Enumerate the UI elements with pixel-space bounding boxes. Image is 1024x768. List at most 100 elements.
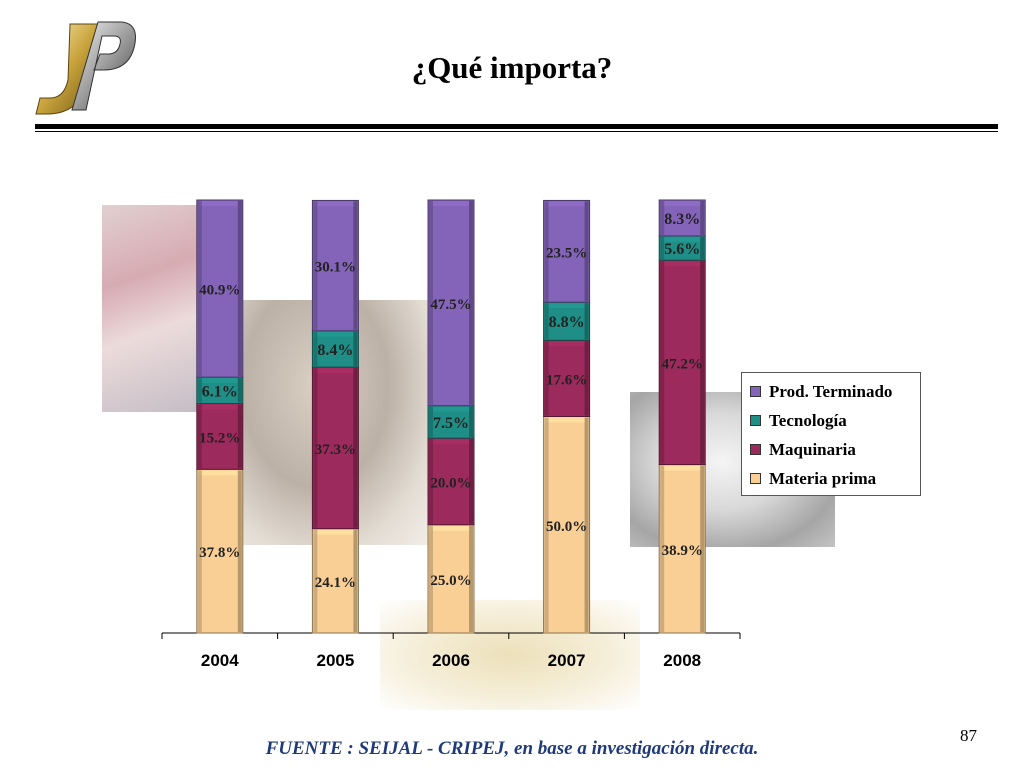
bar-bevel-right [469,525,473,632]
bar-segment-materia-prima-2006 [427,524,475,634]
legend-item-tecnologia: Tecnología [750,406,920,435]
data-label-materia-prima-2008: 38.9% [662,543,703,559]
bar-bevel-left [544,303,549,340]
bar-bevel-left [197,378,202,403]
bar-bevel-left [313,368,318,528]
x-tick-label-2005: 2005 [316,651,354,670]
bar-bevel-right [353,529,358,632]
bar-bevel-top [313,368,358,374]
background-photo-gold [380,600,640,710]
bar-bevel-right [237,404,242,469]
x-tick-label-2006: 2006 [432,651,470,670]
bar-bevel-right [469,201,473,405]
bar-segment-prod-terminado-2004 [196,199,244,378]
data-label-materia-prima-2005: 24.1% [315,575,356,591]
bar-bevel-left [544,341,549,416]
bar-bevel-right [353,331,358,367]
legend-swatch-materia-prima [750,473,761,484]
bar-bevel-top [660,261,705,267]
x-tick-label-2004: 2004 [201,651,239,670]
title-rule-thick [35,124,998,129]
background-photo-woman [102,205,197,412]
data-label-prod-terminado-2008: 8.3% [664,211,700,228]
bar-bevel-left [197,404,202,469]
page-number: 87 [960,726,977,745]
bar-bevel-left [660,261,665,464]
bar-bevel-left [429,439,433,524]
data-label-materia-prima-2004: 37.8% [199,545,240,561]
bar-segment-prod-terminado-2007 [543,199,591,303]
bar-segment-prod-terminado-2005 [311,199,359,332]
legend-label-materia-prima: Materia prima [769,468,877,488]
title-rule-thin [35,131,998,132]
data-label-tecnologia-2007: 8.8% [549,314,585,331]
legend-swatch-prod-terminado [750,386,761,397]
bar-bevel-top [429,525,473,531]
x-tick-label-2008: 2008 [663,651,701,670]
data-label-prod-terminado-2005: 30.1% [315,260,356,276]
bar-segment-maquinaria-2006 [427,437,475,526]
bar-bevel-left [313,529,318,632]
bar-bevel-top [660,201,705,206]
data-label-maquinaria-2007: 17.6% [546,372,587,388]
bar-bevel-left [544,417,549,632]
data-label-maquinaria-2005: 37.3% [315,442,356,458]
bar-bevel-left [313,201,318,330]
bar-bevel-right [237,470,242,632]
bar-bevel-left [197,201,202,377]
bar-bevel-left [313,331,318,367]
bar-bevel-left [660,201,665,235]
source-note: FUENTE : SEIJAL - CRIPEJ, en base a inve… [265,738,759,759]
bar-bevel-top [544,201,589,207]
data-label-materia-prima-2007: 50.0% [546,519,587,535]
data-label-prod-terminado-2007: 23.5% [546,245,587,261]
data-label-maquinaria-2004: 15.2% [199,430,240,446]
bar-bevel-right [469,406,473,438]
x-tick-label-2007: 2007 [548,651,586,670]
legend-item-prod-terminado: Prod. Terminado [750,377,920,406]
jp-logo [35,21,136,115]
bar-bevel-top [429,439,473,445]
bar-bevel-left [660,465,665,632]
bar-bevel-top [197,378,242,384]
bar-bevel-right [469,439,473,524]
slide-title: ¿Qué importa? [411,50,613,85]
data-label-tecnologia-2004: 6.1% [202,383,238,400]
bar-bevel-left [197,470,202,632]
bar-bevel-top [544,303,589,309]
bar-bevel-right [353,201,358,330]
data-label-tecnologia-2008: 5.6% [664,241,700,258]
bar-bevel-right [584,341,589,416]
bar-bevel-left [429,201,433,405]
bar-bevel-right [237,201,242,377]
bar-bevel-top [197,470,242,476]
bar-bevel-right [584,417,589,632]
data-label-prod-terminado-2006: 47.5% [430,297,471,313]
data-label-maquinaria-2006: 20.0% [430,475,471,491]
bar-bevel-right [584,303,589,340]
legend-label-prod-terminado: Prod. Terminado [769,381,893,401]
bar-bevel-left [429,406,433,438]
bar-segment-maquinaria-2008 [658,259,706,466]
bar-segment-materia-prima-2005 [311,528,359,634]
bar-bevel-top [313,201,358,207]
bar-segment-tecnologia-2005 [311,330,359,368]
data-label-tecnologia-2005: 8.4% [317,342,353,359]
chart-legend: Prod. Terminado Tecnología Maquinaria Ma… [741,372,921,496]
bar-segment-materia-prima-2008 [658,464,706,634]
bar-bevel-right [353,368,358,528]
bar-bevel-top [313,529,358,535]
data-label-tecnologia-2006: 7.5% [433,415,469,432]
bar-bevel-top [313,331,358,337]
bar-bevel-right [700,236,705,260]
bar-bevel-top [429,406,473,412]
bar-bevel-top [660,465,705,471]
legend-item-maquinaria: Maquinaria [750,435,920,464]
bar-bevel-top [660,236,705,242]
data-label-materia-prima-2006: 25.0% [430,573,471,589]
legend-swatch-maquinaria [750,444,761,455]
bar-bevel-top [429,201,473,206]
bar-bevel-left [544,201,549,302]
bar-bevel-top [197,201,242,206]
